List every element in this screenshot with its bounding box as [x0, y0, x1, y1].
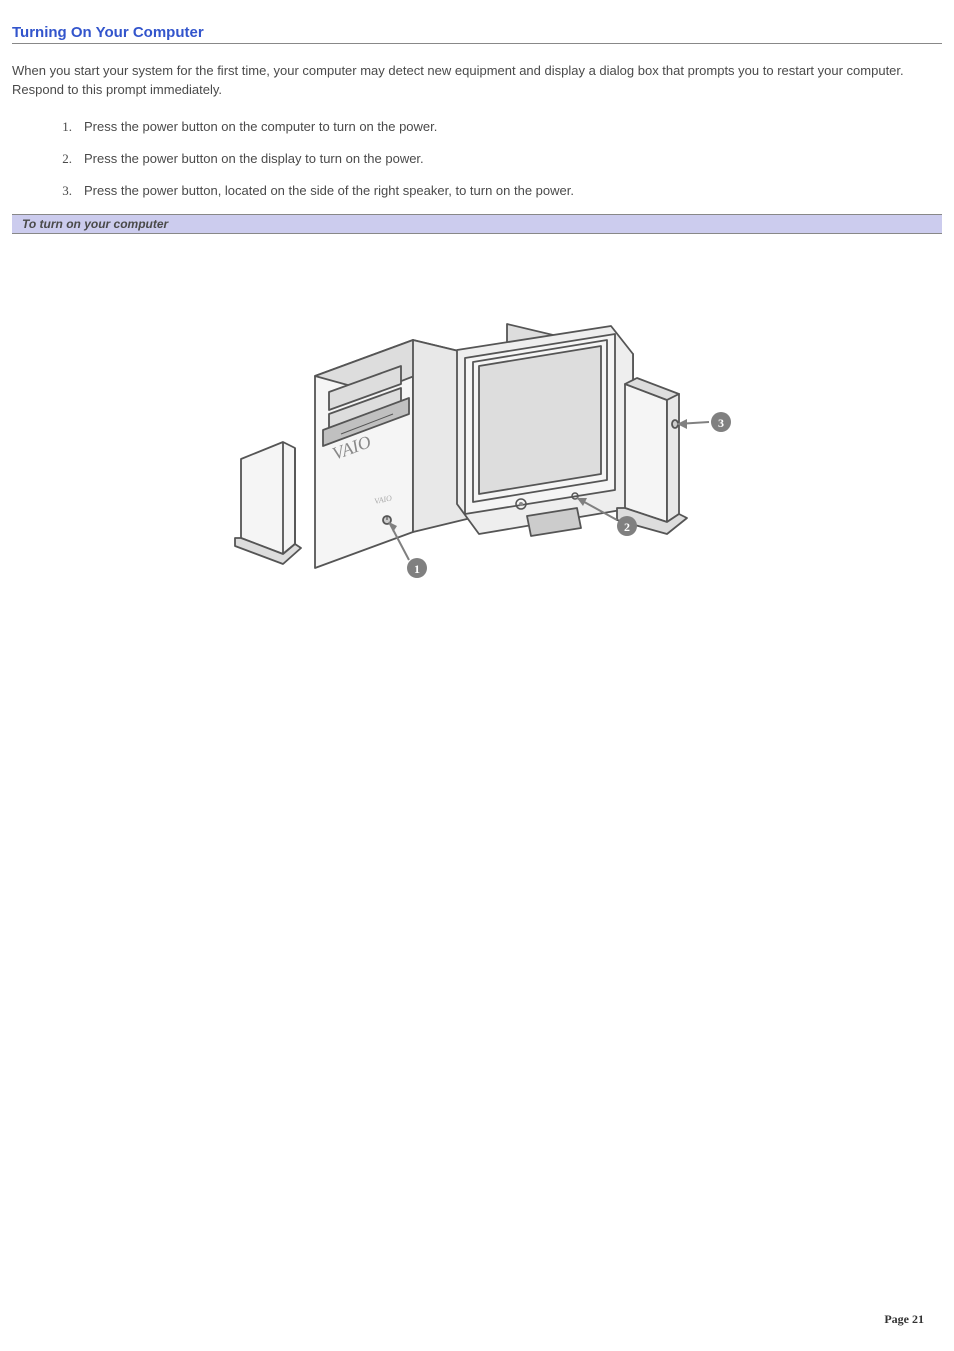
steps-list: 1. Press the power button on the compute…: [12, 118, 942, 201]
step-item: 3. Press the power button, located on th…: [60, 182, 942, 200]
figure-container: VAIO VAIO: [12, 234, 942, 607]
step-item: 1. Press the power button on the compute…: [60, 118, 942, 136]
step-text: Press the power button, located on the s…: [84, 183, 574, 198]
step-text: Press the power button on the display to…: [84, 151, 424, 166]
svg-text:3: 3: [718, 416, 724, 430]
svg-text:1: 1: [414, 562, 420, 576]
step-item: 2. Press the power button on the display…: [60, 150, 942, 168]
page-number: Page 21: [884, 1312, 924, 1327]
figure-caption: To turn on your computer: [12, 214, 942, 234]
computer-setup-illustration: VAIO VAIO: [197, 264, 757, 604]
svg-text:2: 2: [624, 520, 630, 534]
step-number: 3.: [54, 182, 72, 200]
step-text: Press the power button on the computer t…: [84, 119, 437, 134]
callout-3: 3: [677, 412, 731, 432]
document-page: Turning On Your Computer When you start …: [0, 0, 954, 607]
step-number: 2.: [54, 150, 72, 168]
section-heading: Turning On Your Computer: [12, 24, 942, 44]
left-speaker-icon: [235, 442, 301, 564]
intro-paragraph: When you start your system for the first…: [12, 62, 942, 100]
monitor-icon: [457, 324, 633, 536]
computer-tower-icon: VAIO VAIO: [315, 340, 480, 568]
step-number: 1.: [54, 118, 72, 136]
right-speaker-icon: [617, 378, 687, 534]
